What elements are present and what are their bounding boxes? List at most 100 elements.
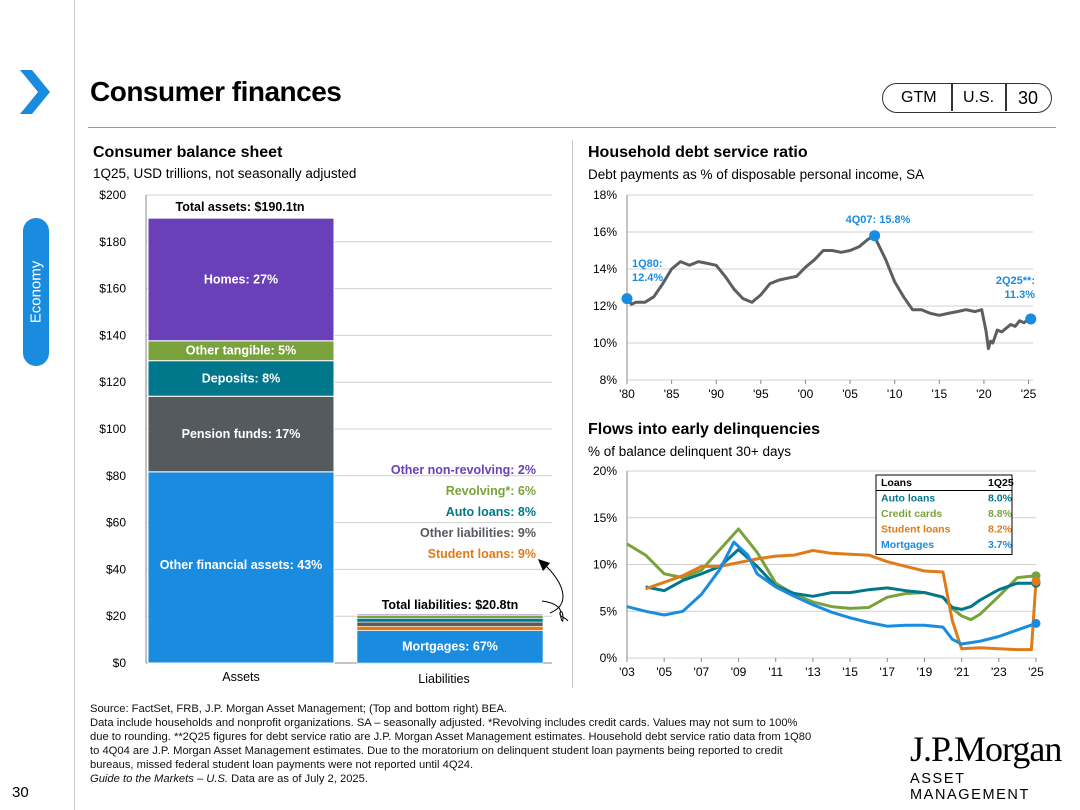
footnote-line: due to rounding. **2Q25 figures for debt… (90, 731, 812, 743)
liability-segment-mortgages (356, 630, 544, 664)
x-tick-label: '90 (708, 387, 724, 401)
series-end-marker (1031, 576, 1041, 586)
legend-item: Credit cards (881, 508, 942, 520)
dsr-annot-2q25-val: 11.3% (1004, 289, 1035, 301)
series-line-student-loans (645, 549, 1038, 652)
dsr-marker (869, 230, 881, 242)
y-tick-label: $0 (113, 656, 127, 670)
callout-arrow-line (543, 563, 564, 614)
legend-header: Loans (881, 477, 912, 489)
x-tick-label: '11 (768, 665, 783, 679)
dsr-annot-1q80: 1Q80: (632, 258, 663, 270)
liability-label-other-liabilities: Other liabilities: 9% (420, 526, 536, 540)
liabilities-bracket-curve (559, 611, 564, 622)
dsr-series-line (625, 234, 1031, 351)
legend-header: 1Q25 (988, 477, 1014, 489)
jpmorgan-logo: J.P.Morgan (910, 729, 1062, 769)
x-tick-label: '07 (694, 665, 710, 679)
dsr-marker (1025, 313, 1037, 325)
footnotes: Source: FactSet, FRB, J.P. Morgan Asset … (90, 702, 890, 786)
asset-segment-homes (147, 217, 335, 342)
dsr-marker (621, 293, 633, 305)
y-tick-label: 10% (593, 558, 617, 572)
x-tick-label: '05 (842, 387, 858, 401)
page-tag: GTM U.S. 30 (882, 83, 1052, 113)
liability-label-student-loans: Student loans: 9% (428, 547, 536, 561)
y-tick-label: $80 (106, 469, 126, 483)
legend-value: 3.7% (988, 539, 1013, 551)
liability-label-auto-loans: Auto loans: 8% (446, 505, 536, 519)
balance-chart-subtitle: 1Q25, USD trillions, not seasonally adju… (93, 166, 357, 181)
y-tick-label: 12% (593, 299, 617, 313)
x-category-label: Assets (222, 670, 260, 684)
y-tick-label: 15% (593, 511, 617, 525)
delinquency-chart-title: Flows into early delinquencies (588, 421, 821, 438)
asset-segment-label: Deposits: 8% (202, 371, 281, 385)
x-tick-label: '03 (619, 665, 635, 679)
y-tick-label: 0% (600, 651, 618, 665)
x-tick-label: '13 (805, 665, 821, 679)
y-tick-label: $40 (106, 562, 126, 576)
liability-segment-revolving (356, 614, 544, 619)
y-tick-label: 5% (600, 604, 618, 618)
footnote-line: Source: FactSet, FRB, J.P. Morgan Asset … (90, 703, 508, 715)
series-end-marker (1031, 618, 1041, 628)
y-tick-label: 16% (593, 225, 617, 239)
footnote-guide: Guide to the Markets – U.S. Data are as … (90, 772, 890, 786)
asset-segment-label: Other tangible: 5% (186, 344, 296, 358)
tag-page: 30 (1018, 88, 1039, 108)
x-tick-label: '25 (1028, 665, 1044, 679)
x-tick-label: '15 (931, 387, 947, 401)
y-tick-label: 10% (593, 336, 617, 350)
dsr-annot-1q80-val: 12.4% (632, 272, 663, 284)
guide-date: Data are as of July 2, 2025. (228, 773, 368, 785)
y-tick-label: 14% (593, 262, 617, 276)
x-tick-label: '21 (954, 665, 970, 679)
legend-value: 8.0% (988, 493, 1013, 505)
x-category-label: Liabilities (418, 672, 469, 686)
chart-divider (572, 140, 573, 688)
x-tick-label: '00 (798, 387, 814, 401)
asset-segment-deposits (147, 360, 335, 397)
x-tick-label: '09 (731, 665, 747, 679)
x-tick-label: '85 (664, 387, 680, 401)
y-tick-label: 20% (593, 464, 617, 478)
y-tick-label: 18% (593, 188, 617, 202)
x-tick-label: '20 (976, 387, 992, 401)
tag-us: U.S. (963, 89, 995, 106)
x-tick-label: '25 (1021, 387, 1037, 401)
x-tick-label: '17 (879, 665, 895, 679)
header-rule (88, 127, 1056, 128)
x-tick-label: '80 (619, 387, 635, 401)
liability-segment-auto-loans (356, 618, 544, 623)
asset-segment-pension-funds (147, 395, 335, 473)
tag-gtm: GTM (901, 89, 937, 106)
y-tick-label: $140 (99, 328, 126, 342)
x-tick-label: '15 (842, 665, 858, 679)
x-tick-label: '19 (917, 665, 933, 679)
series-line-credit-cards (626, 527, 1037, 622)
page-number: 30 (12, 784, 29, 801)
balance-sheet-chart: $0 $20 $40 $60 $80 $100 $120 $140 $160 $180 $200 O… (99, 188, 569, 686)
series-line-auto-loans (645, 548, 1036, 611)
total-liabilities-label: Total liabilities: $20.8tn (382, 598, 519, 612)
legend-item: Auto loans (881, 493, 935, 505)
dsr-annot-2q25: 2Q25**: (996, 275, 1035, 287)
legend-value: 8.2% (988, 524, 1013, 536)
y-tick-label: $160 (99, 282, 126, 296)
total-assets-label: Total assets: $190.1tn (176, 200, 305, 214)
liability-segment-other-non-revolving (356, 614, 544, 616)
guide-title: Guide to the Markets – U.S. (90, 773, 229, 785)
y-tick-label: $180 (99, 235, 126, 249)
y-tick-label: $120 (99, 375, 126, 389)
liability-segment-other-liabilities (356, 621, 544, 627)
footnote-line: to 4Q04 are J.P. Morgan Asset Management… (90, 745, 783, 757)
x-tick-label: '95 (753, 387, 769, 401)
series-line-mortgages (626, 540, 1037, 646)
footnote-line: Data include households and nonprofit or… (90, 717, 798, 729)
section-tab-economy[interactable]: Economy (23, 218, 49, 366)
delinquency-chart: 0% 5% 10% 15% 20% '03 '05 '07 '09 '11 '13 '15 '17 '19… (593, 464, 1044, 679)
dsr-annot-4q07: 4Q07: 15.8% (846, 214, 911, 226)
liability-label-other-non-revolving: Other non-revolving: 2% (391, 463, 536, 477)
section-tab-label: Economy (27, 260, 45, 324)
